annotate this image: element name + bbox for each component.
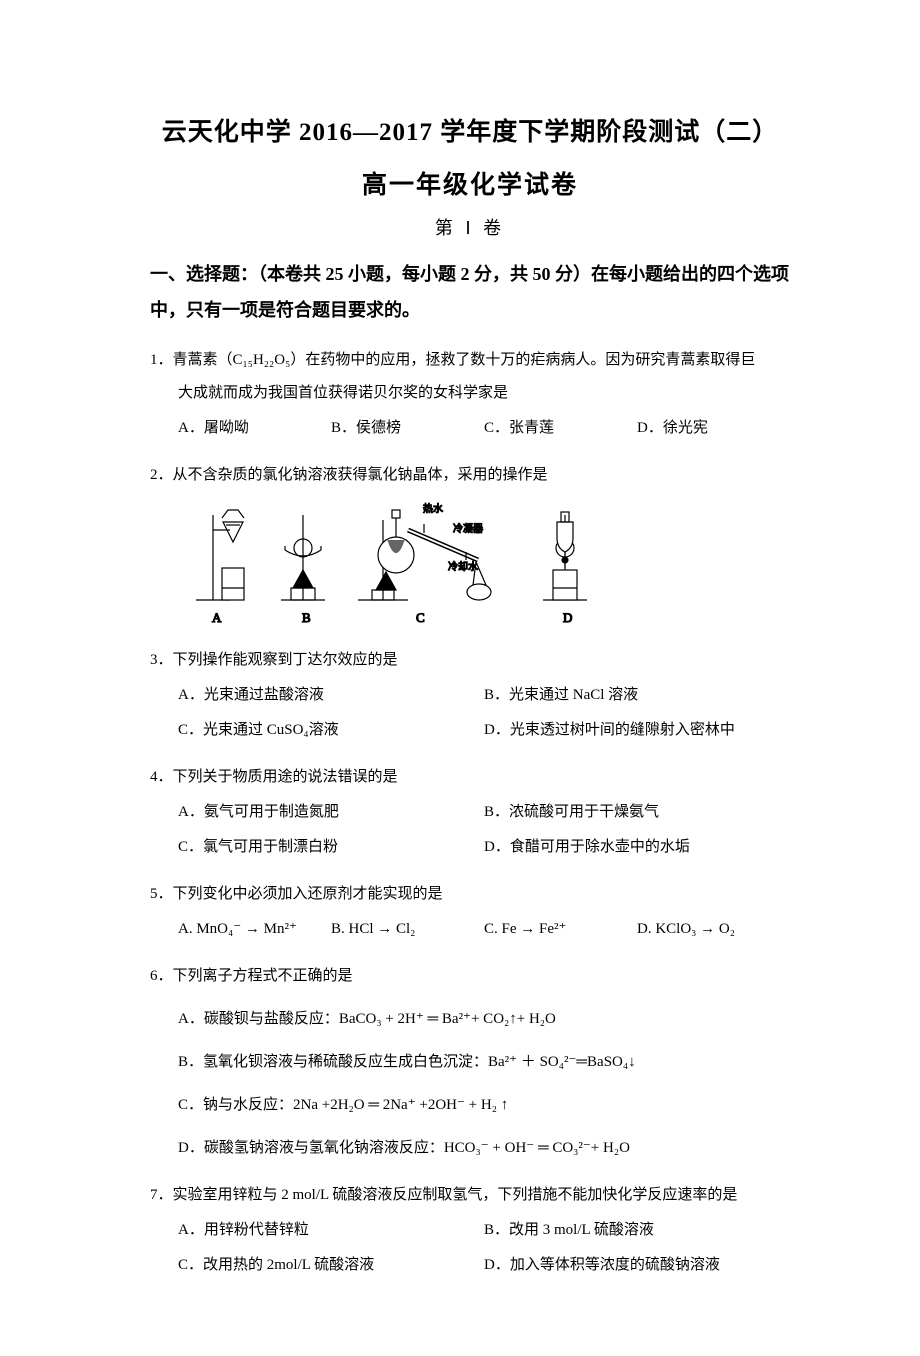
q4-opt-b: B．浓硫酸可用于干燥氨气: [484, 796, 790, 829]
q3-opt-c: C．光束通过 CuSO₄溶液: [178, 714, 484, 747]
q7-opt-d: D．加入等体积等浓度的硫酸钠溶液: [484, 1249, 790, 1282]
question-5: 5．下列变化中必须加入还原剂才能实现的是 A. MnO₄⁻ → Mn²⁺ B. …: [150, 878, 790, 946]
q3-opt-d: D．光束透过树叶间的缝隙射入密林中: [484, 714, 790, 747]
question-6: 6．下列离子方程式不正确的是 A．碳酸钡与盐酸反应：BaCO₃ + 2H⁺ ═ …: [150, 960, 790, 1165]
q6-opt-d: D．碳酸氢钠溶液与氢氧化钠溶液反应：HCO₃⁻ + OH⁻ ═ CO₃²⁻+ H…: [178, 1132, 790, 1165]
q5-opt-a: A. MnO₄⁻ → Mn²⁺: [178, 913, 331, 946]
q4-options: A．氨气可用于制造氮肥 B．浓硫酸可用于干燥氨气 C．氯气可用于制漂白粉 D．食…: [150, 794, 790, 864]
title-main: 云天化中学 2016—2017 学年度下学期阶段测试（二）: [150, 110, 790, 155]
q4-opt-c: C．氯气可用于制漂白粉: [178, 831, 484, 864]
title-sub: 高一年级化学试卷: [150, 163, 790, 208]
q6-text: 6．下列离子方程式不正确的是: [150, 960, 790, 993]
q5-options: A. MnO₄⁻ → Mn²⁺ B. HCl → Cl₂ C. Fe → Fe²…: [150, 913, 790, 946]
label-cool: 冷却水: [448, 560, 478, 573]
q4-text: 4．下列关于物质用途的说法错误的是: [150, 761, 790, 794]
q4-opt-a: A．氨气可用于制造氮肥: [178, 796, 484, 829]
q5-text: 5．下列变化中必须加入还原剂才能实现的是: [150, 878, 790, 911]
question-4: 4．下列关于物质用途的说法错误的是 A．氨气可用于制造氮肥 B．浓硫酸可用于干燥…: [150, 761, 790, 864]
question-1: 1．青蒿素（C₁₅H₂₂O₅）在药物中的应用，拯救了数十万的疟病病人。因为研究青…: [150, 344, 790, 445]
q3-options: A．光束通过盐酸溶液 B．光束通过 NaCl 溶液 C．光束通过 CuSO₄溶液…: [150, 677, 790, 747]
q7-opt-a: A．用锌粉代替锌粒: [178, 1214, 484, 1247]
q1-text-line1: 1．青蒿素（C₁₅H₂₂O₅）在药物中的应用，拯救了数十万的疟病病人。因为研究青…: [150, 344, 790, 377]
q7-opt-c: C．改用热的 2mol/L 硫酸溶液: [178, 1249, 484, 1282]
question-2: 2．从不含杂质的氯化钠溶液获得氯化钠晶体，采用的操作是 A: [150, 459, 790, 630]
q3-opt-a: A．光束通过盐酸溶液: [178, 679, 484, 712]
q3-text: 3．下列操作能观察到丁达尔效应的是: [150, 644, 790, 677]
q1-opt-d: D．徐光宪: [637, 412, 790, 445]
q7-text: 7．实验室用锌粒与 2 mol/L 硫酸溶液反应制取氢气，下列措施不能加快化学反…: [150, 1179, 790, 1212]
question-7: 7．实验室用锌粒与 2 mol/L 硫酸溶液反应制取氢气，下列措施不能加快化学反…: [150, 1179, 790, 1282]
label-cond: 冷凝器: [453, 522, 483, 535]
label-c: C: [416, 610, 425, 625]
q1-opt-b: B．侯德榜: [331, 412, 484, 445]
label-b: B: [302, 610, 311, 625]
q2-text: 2．从不含杂质的氯化钠溶液获得氯化钠晶体，采用的操作是: [150, 459, 790, 492]
q7-options: A．用锌粉代替锌粒 B．改用 3 mol/L 硫酸溶液 C．改用热的 2mol/…: [150, 1212, 790, 1282]
q3-opt-b: B．光束通过 NaCl 溶液: [484, 679, 790, 712]
q6-opt-a: A．碳酸钡与盐酸反应：BaCO₃ + 2H⁺ ═ Ba²⁺+ CO₂↑+ H₂O: [178, 1003, 790, 1036]
q4-opt-d: D．食醋可用于除水壶中的水垢: [484, 831, 790, 864]
q6-opt-b: B．氢氧化钡溶液与稀硫酸反应生成白色沉淀：Ba²⁺ ＋ SO₄²⁻═BaSO₄↓: [178, 1046, 790, 1079]
apparatus-b-icon: [281, 515, 325, 600]
q1-text-line2: 大成就而成为我国首位获得诺贝尔奖的女科学家是: [150, 377, 790, 410]
q1-opt-a: A．屠呦呦: [178, 412, 331, 445]
q5-opt-d: D. KClO₃ → O₂: [637, 913, 790, 946]
label-hot: 热水: [423, 502, 443, 515]
q5-opt-c: C. Fe → Fe²⁺: [484, 913, 637, 946]
q7-opt-b: B．改用 3 mol/L 硫酸溶液: [484, 1214, 790, 1247]
q6-opt-c: C．钠与水反应：2Na +2H₂O ═ 2Na⁺ +2OH⁻ + H₂ ↑: [178, 1089, 790, 1122]
q6-options: A．碳酸钡与盐酸反应：BaCO₃ + 2H⁺ ═ Ba²⁺+ CO₂↑+ H₂O…: [150, 1003, 790, 1165]
q2-diagram: A B: [150, 500, 790, 630]
q1-opt-c: C．张青莲: [484, 412, 637, 445]
question-3: 3．下列操作能观察到丁达尔效应的是 A．光束通过盐酸溶液 B．光束通过 NaCl…: [150, 644, 790, 747]
label-d: D: [563, 610, 572, 625]
section-heading: 一、选择题：（本卷共 25 小题，每小题 2 分，共 50 分）在每小题给出的四…: [150, 256, 790, 328]
title-section: 第 Ⅰ 卷: [150, 212, 790, 244]
apparatus-d-icon: [543, 512, 587, 600]
apparatus-a-icon: [196, 510, 244, 600]
q1-options: A．屠呦呦 B．侯德榜 C．张青莲 D．徐光宪: [150, 412, 790, 445]
label-a: A: [212, 610, 222, 625]
q5-opt-b: B. HCl → Cl₂: [331, 913, 484, 946]
